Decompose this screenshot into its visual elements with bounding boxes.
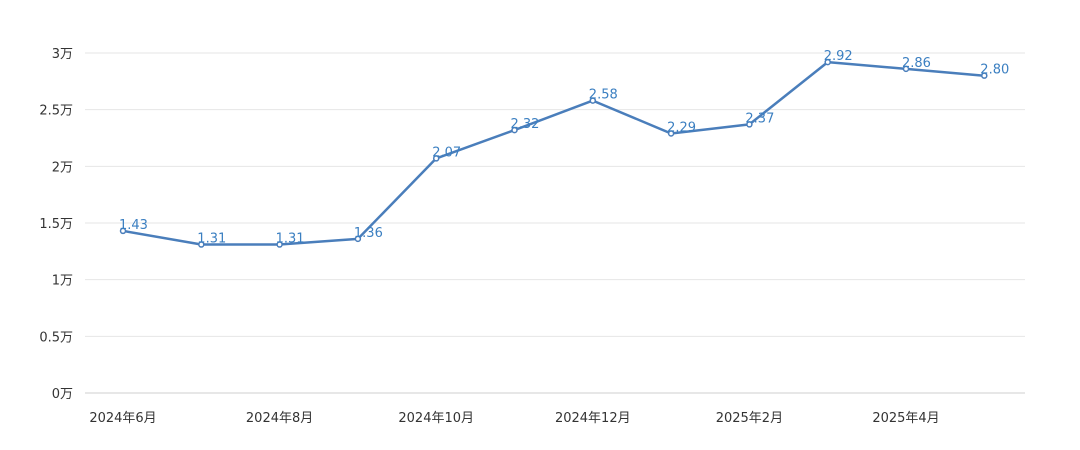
y-tick-label: 0万 xyxy=(52,387,73,402)
data-point xyxy=(354,235,362,243)
series-layer xyxy=(122,60,985,246)
data-point xyxy=(667,130,675,137)
data-label: 2.37 xyxy=(745,111,774,126)
y-tick-label: 3万 xyxy=(52,47,73,62)
data-label: 1.43 xyxy=(119,218,148,233)
data-point xyxy=(432,155,440,162)
data-label: 1.36 xyxy=(354,226,383,241)
data-label: 2.86 xyxy=(902,56,931,71)
y-tick-label: 2.5万 xyxy=(39,104,73,119)
series-line xyxy=(122,60,985,246)
data-point xyxy=(824,58,831,66)
data-point xyxy=(276,241,283,248)
data-point xyxy=(981,72,988,79)
x-tick-label: 2025年4月 xyxy=(872,411,939,426)
data-point xyxy=(511,126,518,134)
data-label: 2.92 xyxy=(824,49,853,64)
x-tick-label: 2024年10月 xyxy=(398,411,474,426)
data-points xyxy=(119,58,988,248)
y-tick-label: 2万 xyxy=(52,160,73,175)
data-label: 2.07 xyxy=(432,145,461,160)
data-label: 2.80 xyxy=(980,63,1009,78)
data-point xyxy=(589,97,597,104)
x-tick-label: 2024年12月 xyxy=(555,411,631,426)
data-point xyxy=(198,241,205,248)
x-tick-label: 2024年6月 xyxy=(89,411,156,426)
data-point xyxy=(902,65,910,73)
data-point xyxy=(746,121,753,128)
data-label: 1.31 xyxy=(276,232,305,247)
y-axis-labels: 0万 0.5万 1万 1.5万 2万 2.5万 3万 xyxy=(39,47,73,402)
y-tick-label: 1.5万 xyxy=(39,217,73,232)
data-label: 1.31 xyxy=(197,232,226,247)
x-tick-label: 2025年2月 xyxy=(716,411,783,426)
data-point xyxy=(119,227,127,235)
y-tick-label: 0.5万 xyxy=(39,330,73,345)
data-label: 2.29 xyxy=(667,120,696,135)
x-axis-labels: 2024年6月 2024年8月 2024年10月 2024年12月 2025年2月 202… xyxy=(89,411,939,426)
y-tick-label: 1万 xyxy=(52,274,73,289)
data-label: 2.58 xyxy=(589,88,618,103)
data-labels: 1.43 1.31 1.31 1.36 2.07 2.32 2.58 2.29 2.37 2.92… xyxy=(119,49,1009,246)
grid-lines xyxy=(85,52,1025,394)
x-tick-label: 2024年8月 xyxy=(246,411,313,426)
data-label: 2.32 xyxy=(511,117,540,132)
